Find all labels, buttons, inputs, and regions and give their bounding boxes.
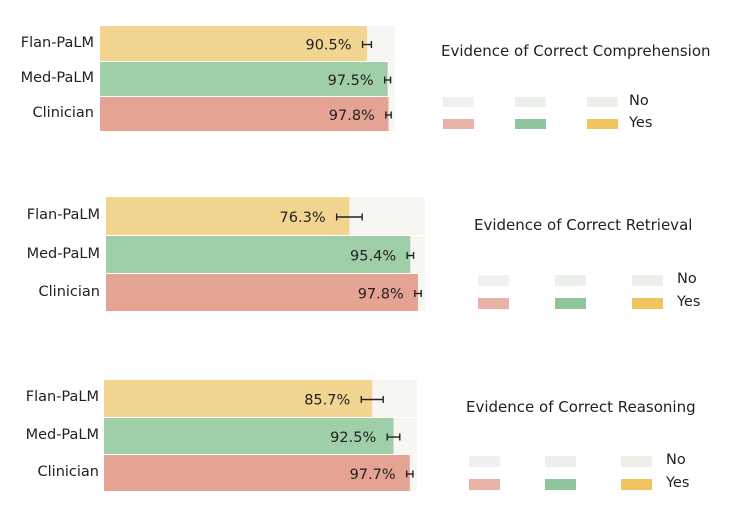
- legend-swatch-no-clinician: [443, 97, 474, 107]
- data-label-clinician: 97.8%: [329, 108, 375, 124]
- bar-yes-flan-palm: [106, 197, 350, 235]
- category-label-med-palm: Med-PaLM: [26, 246, 100, 262]
- legend-swatch-no-flan-palm: [587, 97, 618, 107]
- legend-swatch-no-med-palm: [515, 97, 546, 107]
- bar-yes-clinician: [106, 274, 418, 311]
- chart-title: Evidence of Correct Comprehension: [441, 42, 711, 60]
- category-label-clinician: Clinician: [32, 105, 94, 121]
- category-label-flan-palm: Flan-PaLM: [25, 389, 99, 405]
- data-label-flan-palm: 90.5%: [305, 38, 351, 54]
- legend-swatch-no-flan-palm: [632, 275, 663, 286]
- legend-swatch-yes-med-palm: [515, 119, 546, 129]
- bar-yes-med-palm: [106, 236, 411, 273]
- bar-yes-med-palm: [104, 418, 394, 454]
- legend-swatch-no-clinician: [469, 456, 500, 467]
- bar-no-flan-palm: [372, 380, 417, 417]
- legend-swatch-yes-clinician: [478, 298, 509, 309]
- bar-no-med-palm: [393, 418, 417, 454]
- bar-no-med-palm: [387, 62, 395, 96]
- legend-swatch-no-clinician: [478, 275, 509, 286]
- category-label-clinician: Clinician: [37, 464, 99, 480]
- legend-label-no: No: [677, 271, 697, 287]
- legend-swatch-yes-flan-palm: [621, 479, 652, 490]
- data-label-med-palm: 92.5%: [330, 430, 376, 446]
- chart-panel-comprehension: 90.5% 97.5% 97.8% Flan-PaLM Med-PaLM Clini…: [0, 0, 749, 170]
- legend-label-yes: Yes: [666, 475, 690, 491]
- legend-swatch-no-flan-palm: [621, 456, 652, 467]
- bar-chart-retrieval: 76.3% 95.4% 97.8%: [106, 197, 425, 311]
- legend-swatch-yes-med-palm: [555, 298, 586, 309]
- legend-label-yes: Yes: [629, 115, 653, 131]
- data-label-flan-palm: 76.3%: [280, 210, 326, 226]
- legend-swatch-no-med-palm: [545, 456, 576, 467]
- data-label-clinician: 97.7%: [350, 467, 396, 483]
- category-label-med-palm: Med-PaLM: [20, 70, 94, 86]
- bar-no-med-palm: [410, 236, 425, 273]
- data-label-med-palm: 95.4%: [350, 249, 396, 265]
- data-label-clinician: 97.8%: [358, 287, 404, 303]
- legend-label-no: No: [629, 93, 649, 109]
- bar-chart-comprehension: 90.5% 97.5% 97.8%: [100, 26, 395, 131]
- bar-yes-med-palm: [100, 62, 388, 96]
- bar-yes-flan-palm: [104, 380, 373, 417]
- legend-swatch-yes-med-palm: [545, 479, 576, 490]
- data-label-med-palm: 97.5%: [328, 73, 374, 89]
- legend-swatch-yes-flan-palm: [587, 119, 618, 129]
- chart-title: Evidence of Correct Reasoning: [466, 398, 696, 416]
- bar-yes-flan-palm: [100, 26, 367, 61]
- legend-label-no: No: [666, 452, 686, 468]
- chart-title: Evidence of Correct Retrieval: [474, 216, 693, 234]
- chart-panel-retrieval: 76.3% 95.4% 97.8% Flan-PaLM Med-PaLM Clini…: [26, 197, 701, 311]
- legend-swatch-no-med-palm: [555, 275, 586, 286]
- bar-yes-clinician: [100, 97, 389, 131]
- legend-swatch-yes-clinician: [469, 479, 500, 490]
- legend-swatch-yes-clinician: [443, 119, 474, 129]
- data-label-flan-palm: 85.7%: [304, 393, 350, 409]
- category-label-flan-palm: Flan-PaLM: [20, 35, 94, 51]
- category-label-flan-palm: Flan-PaLM: [26, 207, 100, 223]
- category-label-clinician: Clinician: [38, 284, 100, 300]
- legend-swatch-yes-flan-palm: [632, 298, 663, 309]
- category-label-med-palm: Med-PaLM: [25, 427, 99, 443]
- legend-label-yes: Yes: [677, 294, 701, 310]
- bar-yes-clinician: [104, 455, 410, 491]
